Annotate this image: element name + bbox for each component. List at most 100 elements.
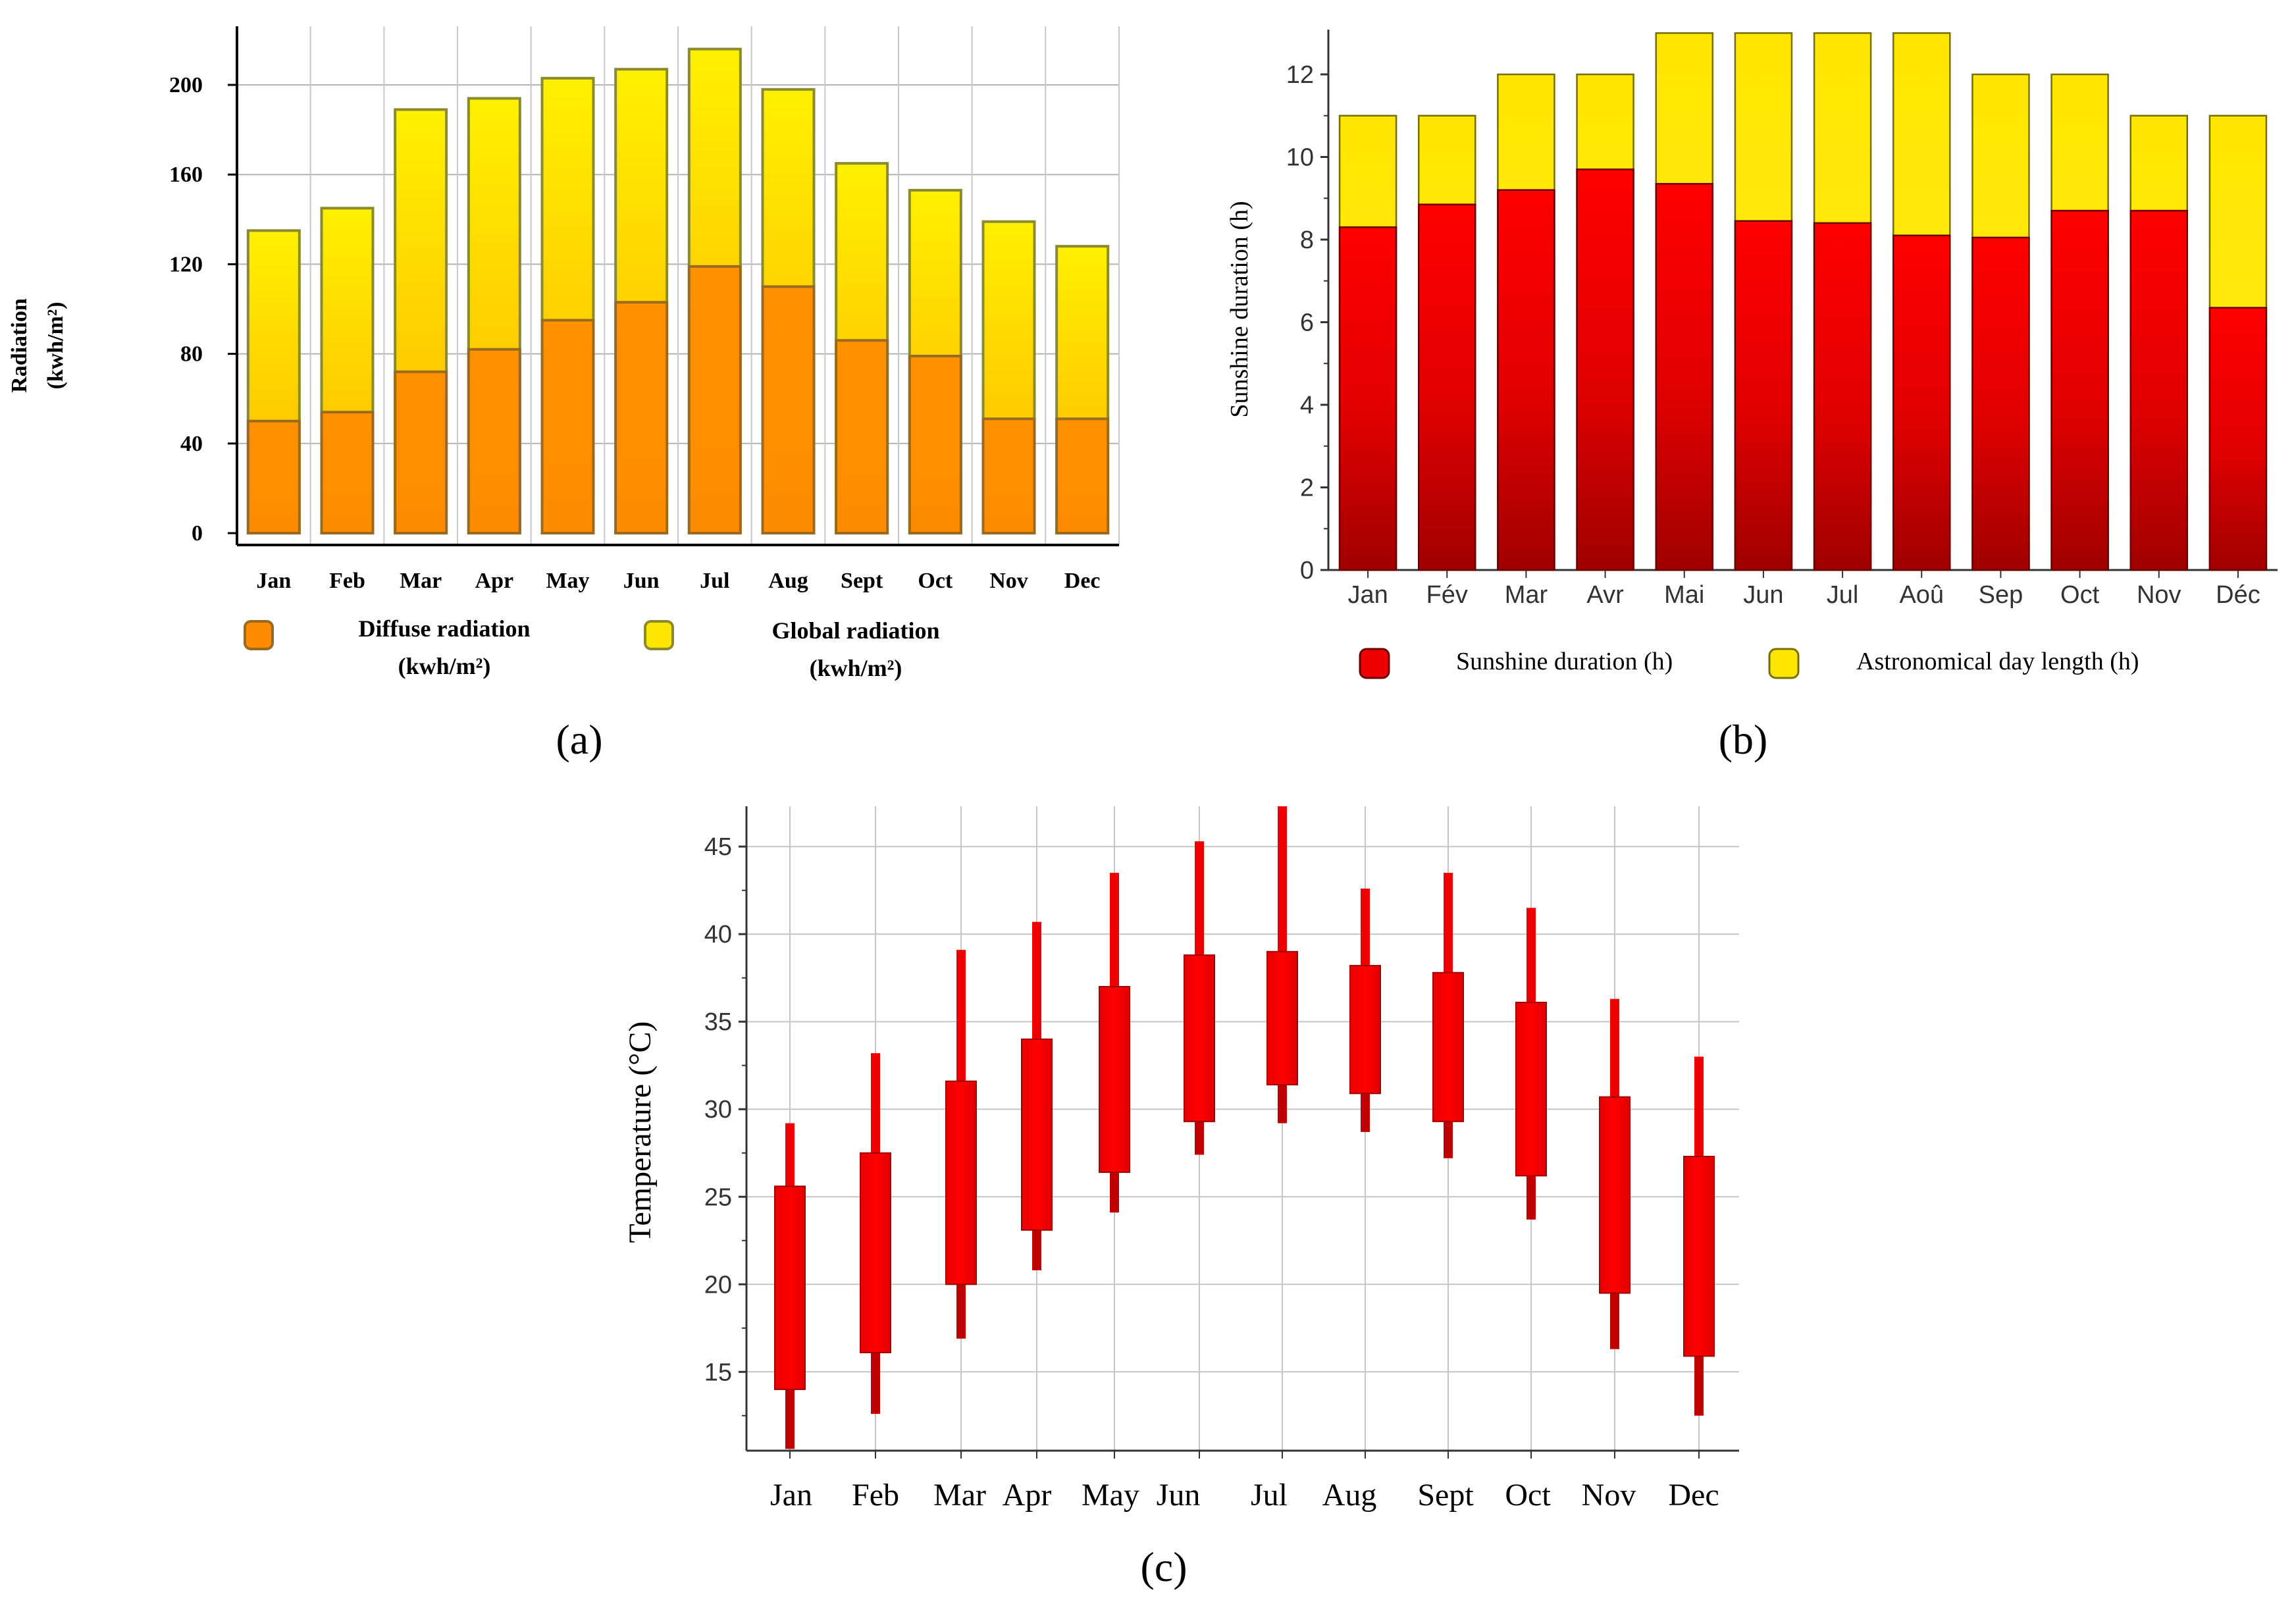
x-tick-label: May xyxy=(546,569,589,593)
legend-label-global: Global radiation xyxy=(771,617,939,644)
whisker-lower xyxy=(1278,1084,1287,1124)
x-tick-label: Sep xyxy=(1979,581,2023,609)
x-tick-label: May xyxy=(1082,1478,1139,1513)
bar-diffuse-radiation xyxy=(320,411,375,534)
panel-label: (a) xyxy=(556,716,602,763)
y-tick-label: 0 xyxy=(192,521,203,546)
bar-sunshine-duration xyxy=(1338,226,1397,571)
whisker-lower xyxy=(1526,1176,1536,1220)
whisker-upper xyxy=(1444,873,1453,973)
whisker-lower xyxy=(1694,1356,1704,1416)
x-tick-label: Mar xyxy=(933,1478,986,1513)
temperature-box xyxy=(1266,950,1298,1085)
bar-sunshine-duration xyxy=(1576,168,1634,571)
y-tick-label: 2 xyxy=(1300,475,1314,502)
x-tick-label: Oct xyxy=(2060,581,2100,609)
whisker-upper xyxy=(956,950,966,1081)
y-axis-label: Temperature (°C) xyxy=(623,1021,658,1243)
x-tick-label: Feb xyxy=(852,1478,899,1513)
whisker-upper xyxy=(785,1123,795,1187)
panel-label: (c) xyxy=(1140,1543,1187,1590)
legend-label-diffuse: Diffuse radiation xyxy=(359,615,531,642)
y-tick-label: 25 xyxy=(704,1183,732,1211)
bar-diffuse-radiation xyxy=(467,348,521,534)
x-tick-label: Apr xyxy=(1003,1478,1052,1513)
whisker-upper xyxy=(1526,908,1536,1002)
bar-diffuse-radiation xyxy=(687,265,742,534)
y-tick-label: 80 xyxy=(180,342,203,367)
x-tick-label: Jun xyxy=(623,569,660,593)
x-tick-label: Oct xyxy=(918,569,953,593)
whisker-lower xyxy=(1110,1172,1119,1213)
y-tick-label: 120 xyxy=(169,252,203,276)
legend-swatch-daylength xyxy=(1768,648,1800,679)
x-tick-label: Déc xyxy=(2216,581,2260,609)
x-tick-label: Jan xyxy=(770,1478,812,1513)
x-tick-label: Mai xyxy=(1664,581,1704,609)
y-tick-label: 4 xyxy=(1300,392,1314,419)
chart-b-panel: 0 2 4 6 8 10 12 Jan Fév Mar Avr Mai Jun Jul Aoû Sep Oct N… xyxy=(1159,0,2296,777)
x-tick-label: Dec xyxy=(1064,569,1101,593)
bar-diffuse-radiation xyxy=(246,419,301,534)
x-tick-label: Jul xyxy=(1251,1478,1288,1513)
legend-swatch-diffuse xyxy=(244,620,274,650)
x-tick-label: Aug xyxy=(768,569,808,593)
bar-sunshine-duration xyxy=(1892,234,1951,571)
y-tick-label: 15 xyxy=(704,1359,732,1386)
x-tick-label: Jun xyxy=(1743,581,1783,609)
whisker-lower xyxy=(1361,1093,1370,1132)
y-tick-label: 20 xyxy=(704,1271,732,1299)
bar-sunshine-duration xyxy=(2050,209,2109,571)
legend-swatch-sunshine xyxy=(1359,648,1390,679)
temperature-box xyxy=(1099,986,1130,1174)
chart-b-svg: 0 2 4 6 8 10 12 Jan Fév Mar Avr Mai Jun Jul Aoû Sep Oct N… xyxy=(1226,30,2278,763)
whisker-upper xyxy=(1110,873,1119,987)
x-tick-label: Avr xyxy=(1586,581,1624,609)
whisker-upper xyxy=(1278,806,1287,952)
whisker-lower xyxy=(1032,1230,1041,1270)
y-tick-label: 30 xyxy=(704,1096,732,1124)
x-tick-label: Jan xyxy=(1347,581,1388,609)
y-tick-label: 45 xyxy=(704,833,732,861)
bar-diffuse-radiation xyxy=(981,417,1036,534)
x-tick-label: Nov xyxy=(2137,581,2181,609)
x-tick-label: Aoû xyxy=(1899,581,1944,609)
whisker-upper xyxy=(1195,841,1204,956)
chart-c-svg: 15 20 25 30 35 40 45 Jan Feb Mar Apr May Jun Jul Aug Se… xyxy=(623,806,1739,1590)
whisker-upper xyxy=(1610,998,1619,1097)
whisker-upper xyxy=(1694,1056,1704,1157)
y-tick-label: 10 xyxy=(1286,144,1314,172)
x-tick-label: Jan xyxy=(256,569,291,593)
bar-sunshine-duration xyxy=(1655,183,1713,571)
y-tick-label: 200 xyxy=(169,73,203,97)
whisker-lower xyxy=(1610,1293,1619,1349)
temperature-box xyxy=(945,1080,977,1285)
temperature-box xyxy=(1683,1156,1715,1357)
whisker-lower xyxy=(1195,1121,1204,1155)
whisker-lower xyxy=(956,1284,966,1339)
y-tick-label: 6 xyxy=(1300,309,1314,337)
bar-diffuse-radiation xyxy=(614,301,669,534)
legend-label-global-unit: (kwh/m²) xyxy=(810,655,902,681)
x-tick-label: Nov xyxy=(989,569,1028,593)
x-tick-label: Mar xyxy=(400,569,442,593)
x-tick-label: Sept xyxy=(1417,1478,1474,1513)
whisker-upper xyxy=(871,1053,880,1153)
whisker-lower xyxy=(785,1389,795,1449)
bar-sunshine-duration xyxy=(1418,203,1476,571)
whisker-lower xyxy=(871,1353,880,1414)
bar-diffuse-radiation xyxy=(394,370,448,535)
y-tick-label: 12 xyxy=(1286,61,1314,89)
y-axis-label-line2: (kwh/m²) xyxy=(43,302,68,390)
x-tick-label: Apr xyxy=(475,569,514,593)
legend-label-diffuse-unit: (kwh/m²) xyxy=(398,653,491,679)
y-tick-label: 160 xyxy=(169,163,203,187)
bar-sunshine-duration xyxy=(2129,209,2188,571)
temperature-box xyxy=(1432,971,1464,1122)
y-axis-label: Sunshine duration (h) xyxy=(1226,201,1253,417)
x-tick-label: Feb xyxy=(329,569,365,593)
x-tick-label: Nov xyxy=(1582,1478,1636,1513)
bar-diffuse-radiation xyxy=(908,355,962,534)
temperature-box xyxy=(774,1185,806,1390)
temperature-box xyxy=(1184,954,1215,1122)
